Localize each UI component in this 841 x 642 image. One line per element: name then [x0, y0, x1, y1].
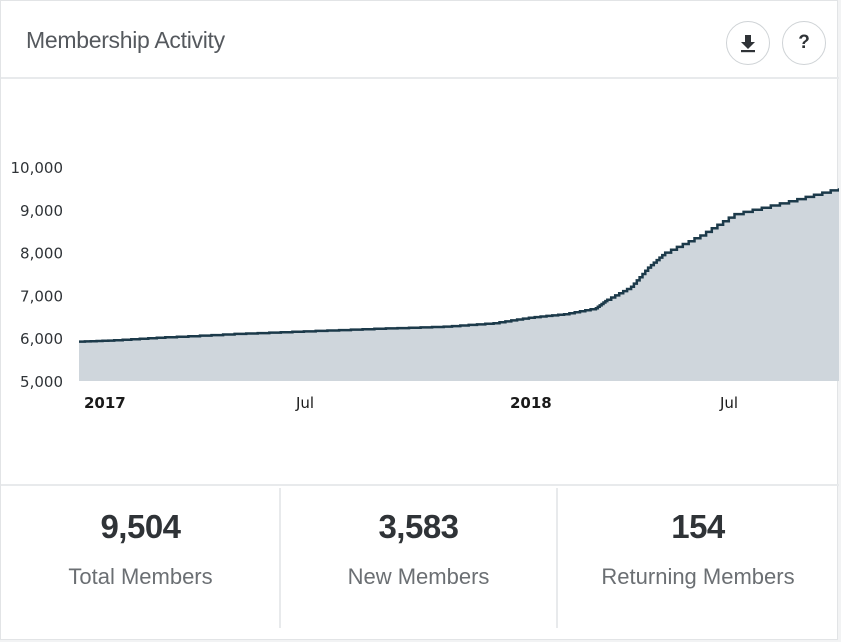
help-button[interactable]: ?: [782, 21, 826, 65]
stat-divider: [556, 488, 558, 628]
y-tick-label: 6,000: [20, 330, 63, 348]
x-tick-label: 2017: [84, 394, 126, 412]
card-header: Membership Activity ?: [1, 1, 839, 79]
membership-chart: 5,000 6,000 7,000 8,000 9,000 10,000 2017 Jul 20…: [1, 81, 841, 481]
stat-label: Total Members: [68, 564, 213, 589]
stat-value: 3,583: [378, 508, 459, 545]
stat-label: New Members: [347, 564, 490, 589]
stats-row: 9,504 Total Members 3,583 New Members 15…: [1, 484, 839, 628]
x-tick-label: Jul: [719, 394, 738, 412]
download-button[interactable]: [726, 21, 770, 65]
stat-returning-members: 154 Returning Members: [557, 486, 839, 628]
stat-label: Returning Members: [601, 564, 795, 589]
y-tick-label: 5,000: [20, 373, 63, 391]
y-tick-label: 7,000: [20, 287, 63, 305]
stat-value: 9,504: [100, 508, 181, 545]
stat-total-members: 9,504 Total Members: [1, 486, 280, 628]
card-title: Membership Activity: [26, 27, 225, 53]
help-icon: ?: [798, 32, 810, 53]
series-line: [79, 188, 841, 343]
y-tick-label: 8,000: [20, 245, 63, 263]
stat-divider: [279, 488, 281, 628]
y-tick-label: 9,000: [20, 202, 63, 220]
stat-value: 154: [671, 508, 725, 545]
download-icon: [741, 35, 755, 53]
x-tick-label: 2018: [510, 394, 552, 412]
membership-area-chart: 5,000 6,000 7,000 8,000 9,000 10,000 2017 Jul 20…: [11, 159, 841, 412]
stat-new-members: 3,583 New Members: [280, 486, 557, 628]
x-tick-label: Jul: [295, 394, 314, 412]
series-area: [79, 188, 839, 381]
y-tick-label: 10,000: [11, 159, 64, 177]
